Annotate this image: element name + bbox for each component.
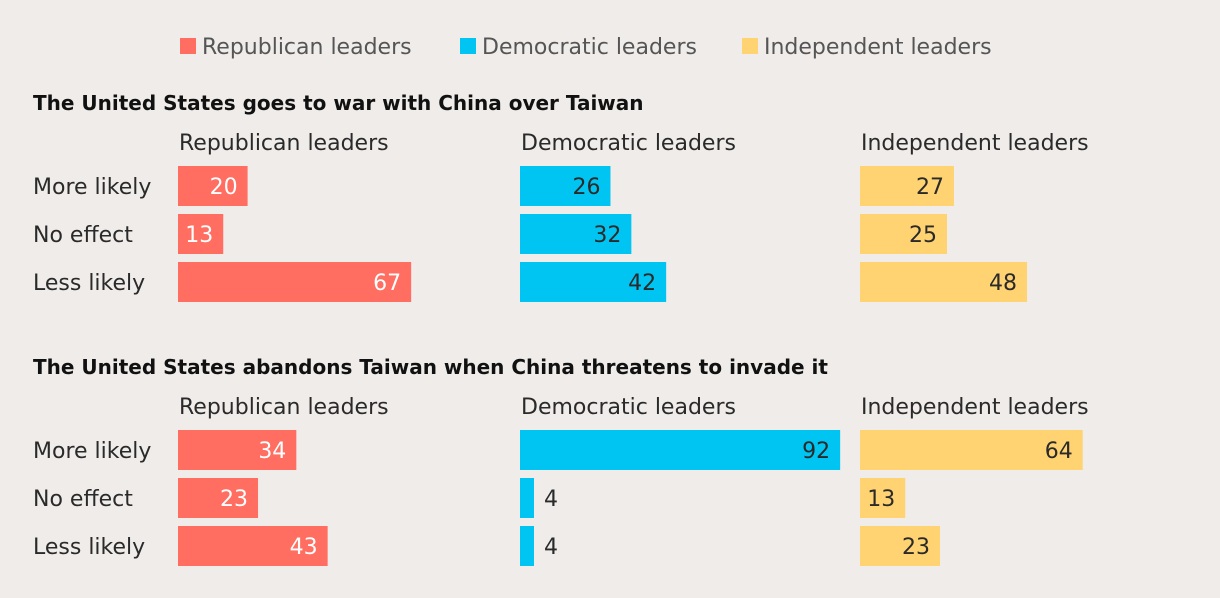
legend-label: Independent leaders xyxy=(764,35,992,60)
series-header: Republican leaders xyxy=(179,131,389,156)
legend-swatch xyxy=(460,38,476,54)
data-label: 25 xyxy=(909,223,937,248)
bar xyxy=(860,430,1083,470)
legend-swatch xyxy=(180,38,196,54)
data-label: 26 xyxy=(572,175,600,200)
bar xyxy=(178,430,297,470)
data-label: 23 xyxy=(220,487,248,512)
bar xyxy=(520,430,841,470)
bar xyxy=(520,478,534,518)
data-label: 13 xyxy=(867,487,895,512)
legend-label: Democratic leaders xyxy=(482,35,697,60)
series-header: Independent leaders xyxy=(861,131,1089,156)
panel-title: The United States abandons Taiwan when C… xyxy=(33,355,828,379)
data-label: 13 xyxy=(185,223,213,248)
data-label: 64 xyxy=(1045,439,1073,464)
data-label: 23 xyxy=(902,535,930,560)
legend-label: Republican leaders xyxy=(202,35,412,60)
series-header: Democratic leaders xyxy=(521,395,736,420)
bar xyxy=(860,526,941,566)
bar xyxy=(860,166,954,206)
bar xyxy=(520,526,534,566)
data-label: 92 xyxy=(802,439,830,464)
bar xyxy=(520,214,632,254)
bar xyxy=(178,262,412,302)
category-label: More likely xyxy=(33,175,151,200)
category-label: More likely xyxy=(33,439,151,464)
bar xyxy=(178,478,259,518)
data-label: 48 xyxy=(989,271,1017,296)
bar xyxy=(520,166,611,206)
bar xyxy=(860,478,906,518)
series-header: Democratic leaders xyxy=(521,131,736,156)
data-label: 4 xyxy=(544,535,558,560)
bar xyxy=(178,214,224,254)
bar xyxy=(178,166,248,206)
data-label: 67 xyxy=(373,271,401,296)
bar xyxy=(520,262,667,302)
data-label: 34 xyxy=(258,439,286,464)
data-label: 4 xyxy=(544,487,558,512)
data-label: 32 xyxy=(593,223,621,248)
panel-title: The United States goes to war with China… xyxy=(33,91,644,115)
data-label: 27 xyxy=(916,175,944,200)
legend-swatch xyxy=(742,38,758,54)
bar xyxy=(178,526,328,566)
data-label: 20 xyxy=(210,175,238,200)
data-label: 43 xyxy=(290,535,318,560)
bar xyxy=(860,214,947,254)
bar xyxy=(860,262,1028,302)
category-label: Less likely xyxy=(33,271,145,296)
series-header: Republican leaders xyxy=(179,395,389,420)
series-header: Independent leaders xyxy=(861,395,1089,420)
category-label: Less likely xyxy=(33,535,145,560)
category-label: No effect xyxy=(33,223,133,248)
category-label: No effect xyxy=(33,487,133,512)
data-label: 42 xyxy=(628,271,656,296)
